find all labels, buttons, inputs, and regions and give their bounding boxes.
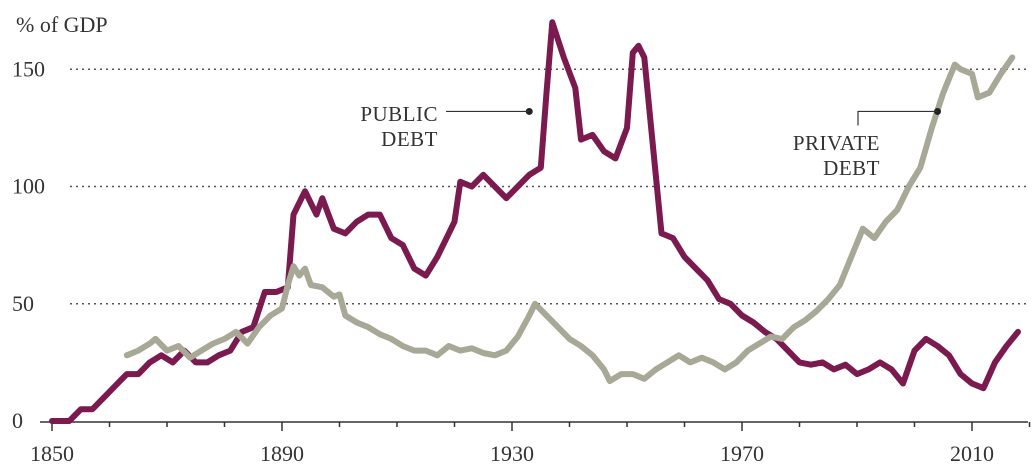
series-label-private: DEBT xyxy=(823,156,880,180)
annotation-leader-private xyxy=(857,110,938,126)
y-tick-labels: 0 50 100 150 xyxy=(12,56,45,433)
y-tick-label: 0 xyxy=(12,408,23,433)
series-lines xyxy=(49,19,1021,424)
series-label-public: DEBT xyxy=(381,127,438,151)
x-tick-label: 1890 xyxy=(260,441,304,466)
x-tick-label: 1970 xyxy=(720,441,764,466)
x-axis: 1850 1890 1930 1970 2010 xyxy=(30,421,1031,466)
gridlines xyxy=(70,68,1028,305)
series-label-private: PRIVATE xyxy=(793,131,880,155)
x-tick-label: 2010 xyxy=(950,441,994,466)
y-tick-label: 50 xyxy=(12,291,34,316)
y-tick-label: 100 xyxy=(12,174,45,199)
series-line-private xyxy=(123,54,1016,385)
series-label-public: PUBLIC xyxy=(360,102,438,126)
series-line-public xyxy=(49,19,1021,424)
x-tick-label: 1930 xyxy=(490,441,534,466)
y-axis-label: % of GDP xyxy=(16,12,108,37)
x-tick-label: 1850 xyxy=(30,441,74,466)
y-tick-label: 150 xyxy=(12,56,45,81)
